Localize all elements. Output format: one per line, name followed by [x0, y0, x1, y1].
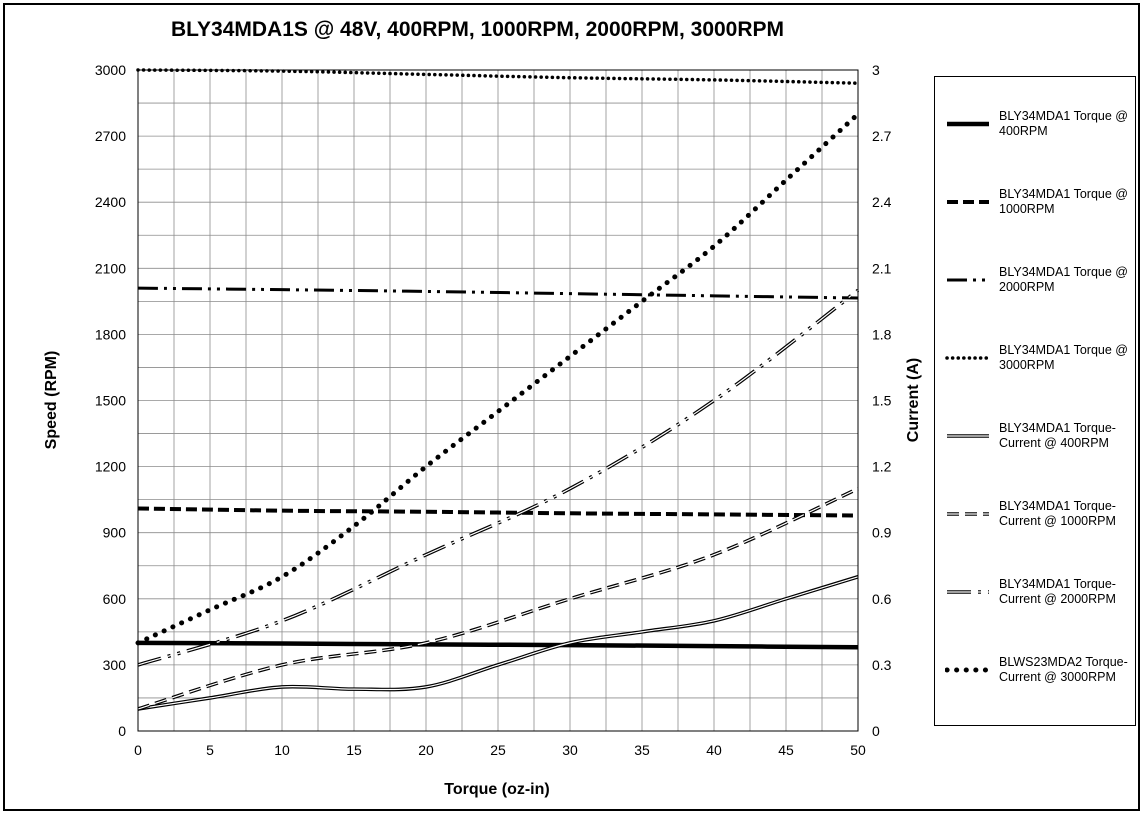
series-line-1: [137, 640, 859, 650]
x-tick-label: 25: [490, 742, 506, 758]
y2-tick-label: 1.5: [872, 393, 892, 409]
series-line-2: [137, 506, 859, 518]
legend: BLY34MDA1 Torque @ 400RPM BLY34MDA1 Torqu…: [934, 76, 1136, 726]
series-line-5: [137, 575, 859, 711]
x-tick-labels: 0 5 10 15 20 25 30 35 40 45 50: [134, 742, 866, 758]
y2-tick-label: 3: [872, 62, 880, 78]
y-tick-label: 2400: [95, 194, 126, 210]
y2-tick-label: 0.3: [872, 657, 892, 673]
y2-tick-label: 2.4: [872, 194, 892, 210]
x-tick-label: 40: [706, 742, 722, 758]
x-tick-label: 30: [562, 742, 578, 758]
x-tick-label: 45: [778, 742, 794, 758]
legend-item: BLY34MDA1 Torque-Current @ 1000RPM: [945, 499, 1135, 549]
x-tick-label: 10: [274, 742, 290, 758]
y2-axis-label: Current (A): [905, 358, 922, 442]
y-tick-label: 1800: [95, 326, 126, 342]
legend-swatch: [947, 590, 989, 594]
x-tick-label: 15: [346, 742, 362, 758]
legend-swatch: [945, 356, 991, 360]
series-line-3: [137, 286, 859, 300]
legend-swatch: [947, 434, 989, 438]
legend-item: BLWS23MDA2 Torque-Current @ 3000RPM: [945, 655, 1135, 705]
legend-swatch: [947, 121, 989, 127]
y-tick-labels: 0 300 600 900 1200 1500 1800 2100 2400 2700 3000: [95, 62, 126, 739]
legend-label: BLY34MDA1 Torque @ 400RPM: [999, 109, 1128, 138]
legend-item: BLY34MDA1 Torque-Current @ 400RPM: [945, 421, 1135, 471]
legend-item: BLY34MDA1 Torque-Current @ 2000RPM: [945, 577, 1135, 627]
legend-swatch: [945, 667, 991, 673]
y2-tick-label: 1.8: [872, 326, 892, 342]
legend-label: BLY34MDA1 Torque-Current @ 400RPM: [999, 421, 1116, 450]
legend-label: BLWS23MDA2 Torque-Current @ 3000RPM: [999, 655, 1128, 684]
y-tick-label: 900: [103, 525, 127, 541]
y-tick-label: 2700: [95, 128, 126, 144]
legend-label: BLY34MDA1 Torque @ 2000RPM: [999, 265, 1128, 294]
legend-item: BLY34MDA1 Torque @ 1000RPM: [945, 187, 1135, 237]
y2-tick-label: 2.1: [872, 260, 892, 276]
legend-item: BLY34MDA1 Torque @ 400RPM: [945, 109, 1135, 159]
y2-tick-label: 0: [872, 723, 880, 739]
y-tick-label: 300: [103, 657, 127, 673]
x-tick-label: 20: [418, 742, 434, 758]
legend-item: BLY34MDA1 Torque @ 2000RPM: [945, 265, 1135, 315]
y2-tick-label: 1.2: [872, 459, 892, 475]
y-tick-label: 1200: [95, 459, 126, 475]
y2-tick-label: 2.7: [872, 128, 892, 144]
y2-tick-label: 0.6: [872, 591, 892, 607]
legend-swatch: [947, 512, 989, 516]
chart-title: BLY34MDA1S @ 48V, 400RPM, 1000RPM, 2000R…: [170, 18, 785, 41]
y2-tick-labels: 0 0.3 0.6 0.9 1.2 1.5 1.8 2.1 2.4 2.7 3: [872, 62, 892, 739]
y-tick-label: 0: [118, 723, 126, 739]
x-tick-label: 0: [134, 742, 142, 758]
legend-swatch: [947, 200, 989, 204]
x-tick-label: 5: [206, 742, 214, 758]
series-line-8: [135, 111, 861, 646]
legend-item: BLY34MDA1 Torque @ 3000RPM: [945, 343, 1135, 393]
y-tick-label: 600: [103, 591, 127, 607]
legend-label: BLY34MDA1 Torque @ 1000RPM: [999, 187, 1128, 216]
y-tick-label: 2100: [95, 260, 126, 276]
series-line-4: [136, 68, 860, 85]
legend-label: BLY34MDA1 Torque-Current @ 1000RPM: [999, 499, 1116, 528]
series-line-7: [137, 288, 860, 667]
legend-label: BLY34MDA1 Torque-Current @ 2000RPM: [999, 577, 1116, 606]
y-tick-label: 1500: [95, 393, 126, 409]
series-layer: [135, 68, 861, 711]
x-tick-label: 35: [634, 742, 650, 758]
legend-label: BLY34MDA1 Torque @ 3000RPM: [999, 343, 1128, 372]
legend-swatch: [947, 278, 989, 282]
y-tick-label: 3000: [95, 62, 126, 78]
x-tick-label: 50: [850, 742, 866, 758]
y-axis-label: Speed (RPM): [43, 351, 60, 450]
x-axis-label: Torque (oz-in): [444, 781, 549, 798]
plot-border: [137, 69, 859, 732]
chart-plot: 0 5 10 15 20 25 30 35 40 45 50 0300600900120015001…: [43, 62, 922, 798]
y2-tick-label: 0.9: [872, 525, 892, 541]
series-line-6: [137, 486, 859, 711]
